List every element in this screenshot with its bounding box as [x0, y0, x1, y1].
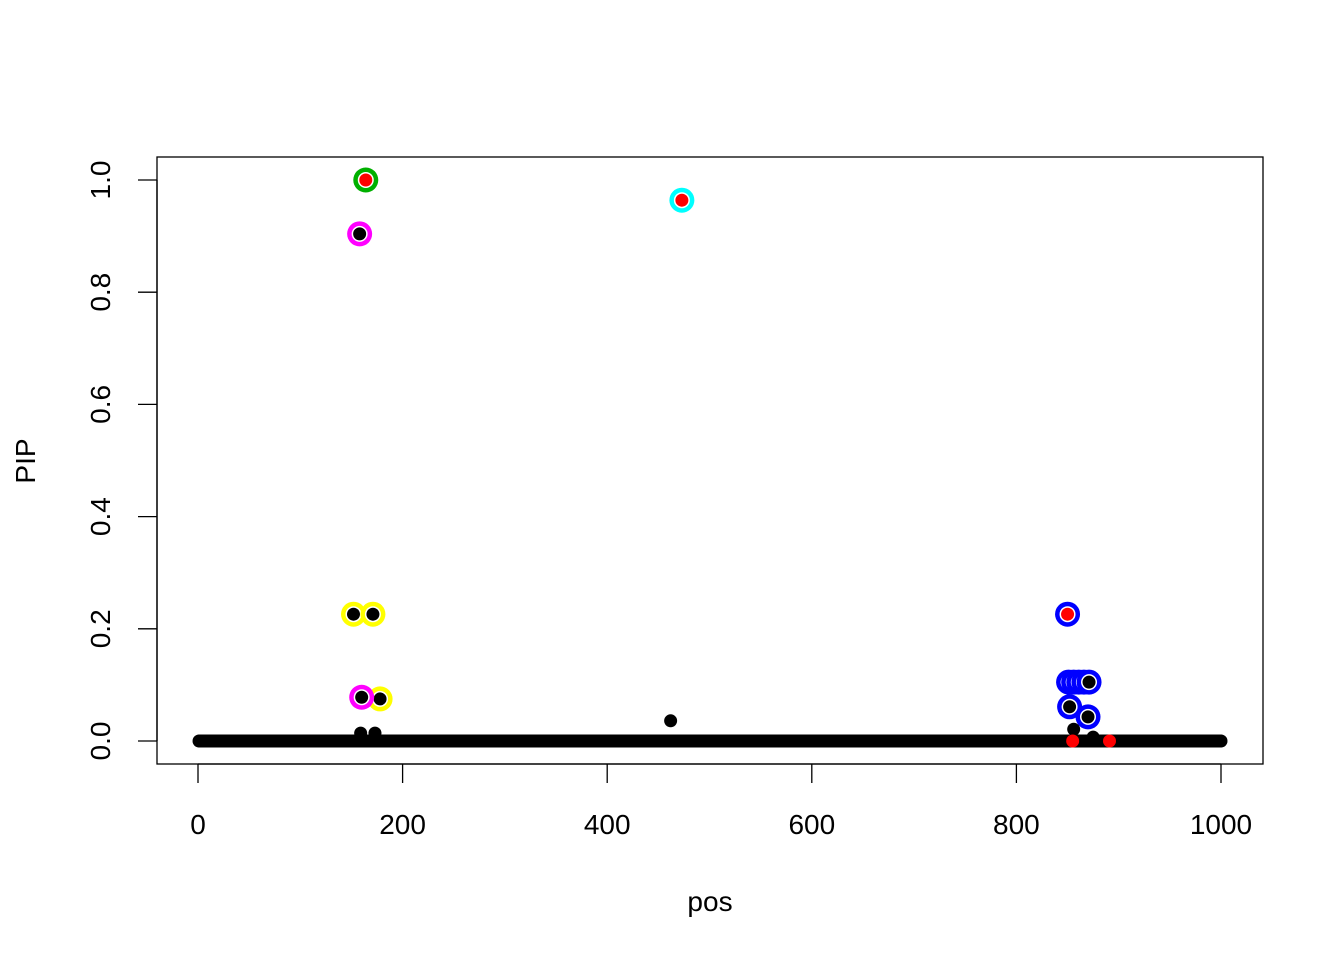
- y-tick-label: 0.6: [85, 385, 116, 424]
- pip-point: [1061, 607, 1075, 621]
- pip-point: [675, 193, 689, 207]
- pip-point: [1081, 710, 1095, 724]
- y-tick-label: 0.0: [85, 722, 116, 761]
- pip-point: [354, 726, 368, 740]
- pip-point: [664, 714, 678, 728]
- x-tick-label: 1000: [1190, 809, 1252, 840]
- x-tick-label: 600: [788, 809, 835, 840]
- pip-point: [359, 173, 373, 187]
- x-tick-label: 200: [379, 809, 426, 840]
- points: [340, 167, 1116, 748]
- baseline-point: [1214, 734, 1228, 748]
- y-tick-label: 0.8: [85, 273, 116, 312]
- pip-point: [373, 692, 387, 706]
- pip-point: [1082, 675, 1096, 689]
- pip-point: [1067, 722, 1081, 736]
- pip-point: [1086, 730, 1100, 744]
- x-tick-label: 0: [190, 809, 206, 840]
- pip-point: [355, 690, 369, 704]
- pip-point: [1066, 734, 1080, 748]
- x-tick-label: 400: [584, 809, 631, 840]
- pip-point: [1063, 700, 1077, 714]
- y-tick-label: 0.4: [85, 497, 116, 536]
- y-tick-label: 0.2: [85, 609, 116, 648]
- pip-point: [366, 607, 380, 621]
- y-axis: 0.0 0.2 0.4 0.6 0.8 1.0: [85, 161, 158, 761]
- y-tick-label: 1.0: [85, 161, 116, 200]
- pip-point: [346, 607, 360, 621]
- x-axis: 0 200 400 600 800 1000: [190, 763, 1252, 840]
- y-axis-label: PIP: [10, 438, 41, 483]
- pip-point: [368, 726, 382, 740]
- pip-point: [1102, 734, 1116, 748]
- x-axis-label: pos: [687, 886, 732, 917]
- x-tick-label: 800: [993, 809, 1040, 840]
- pip-point: [353, 227, 367, 241]
